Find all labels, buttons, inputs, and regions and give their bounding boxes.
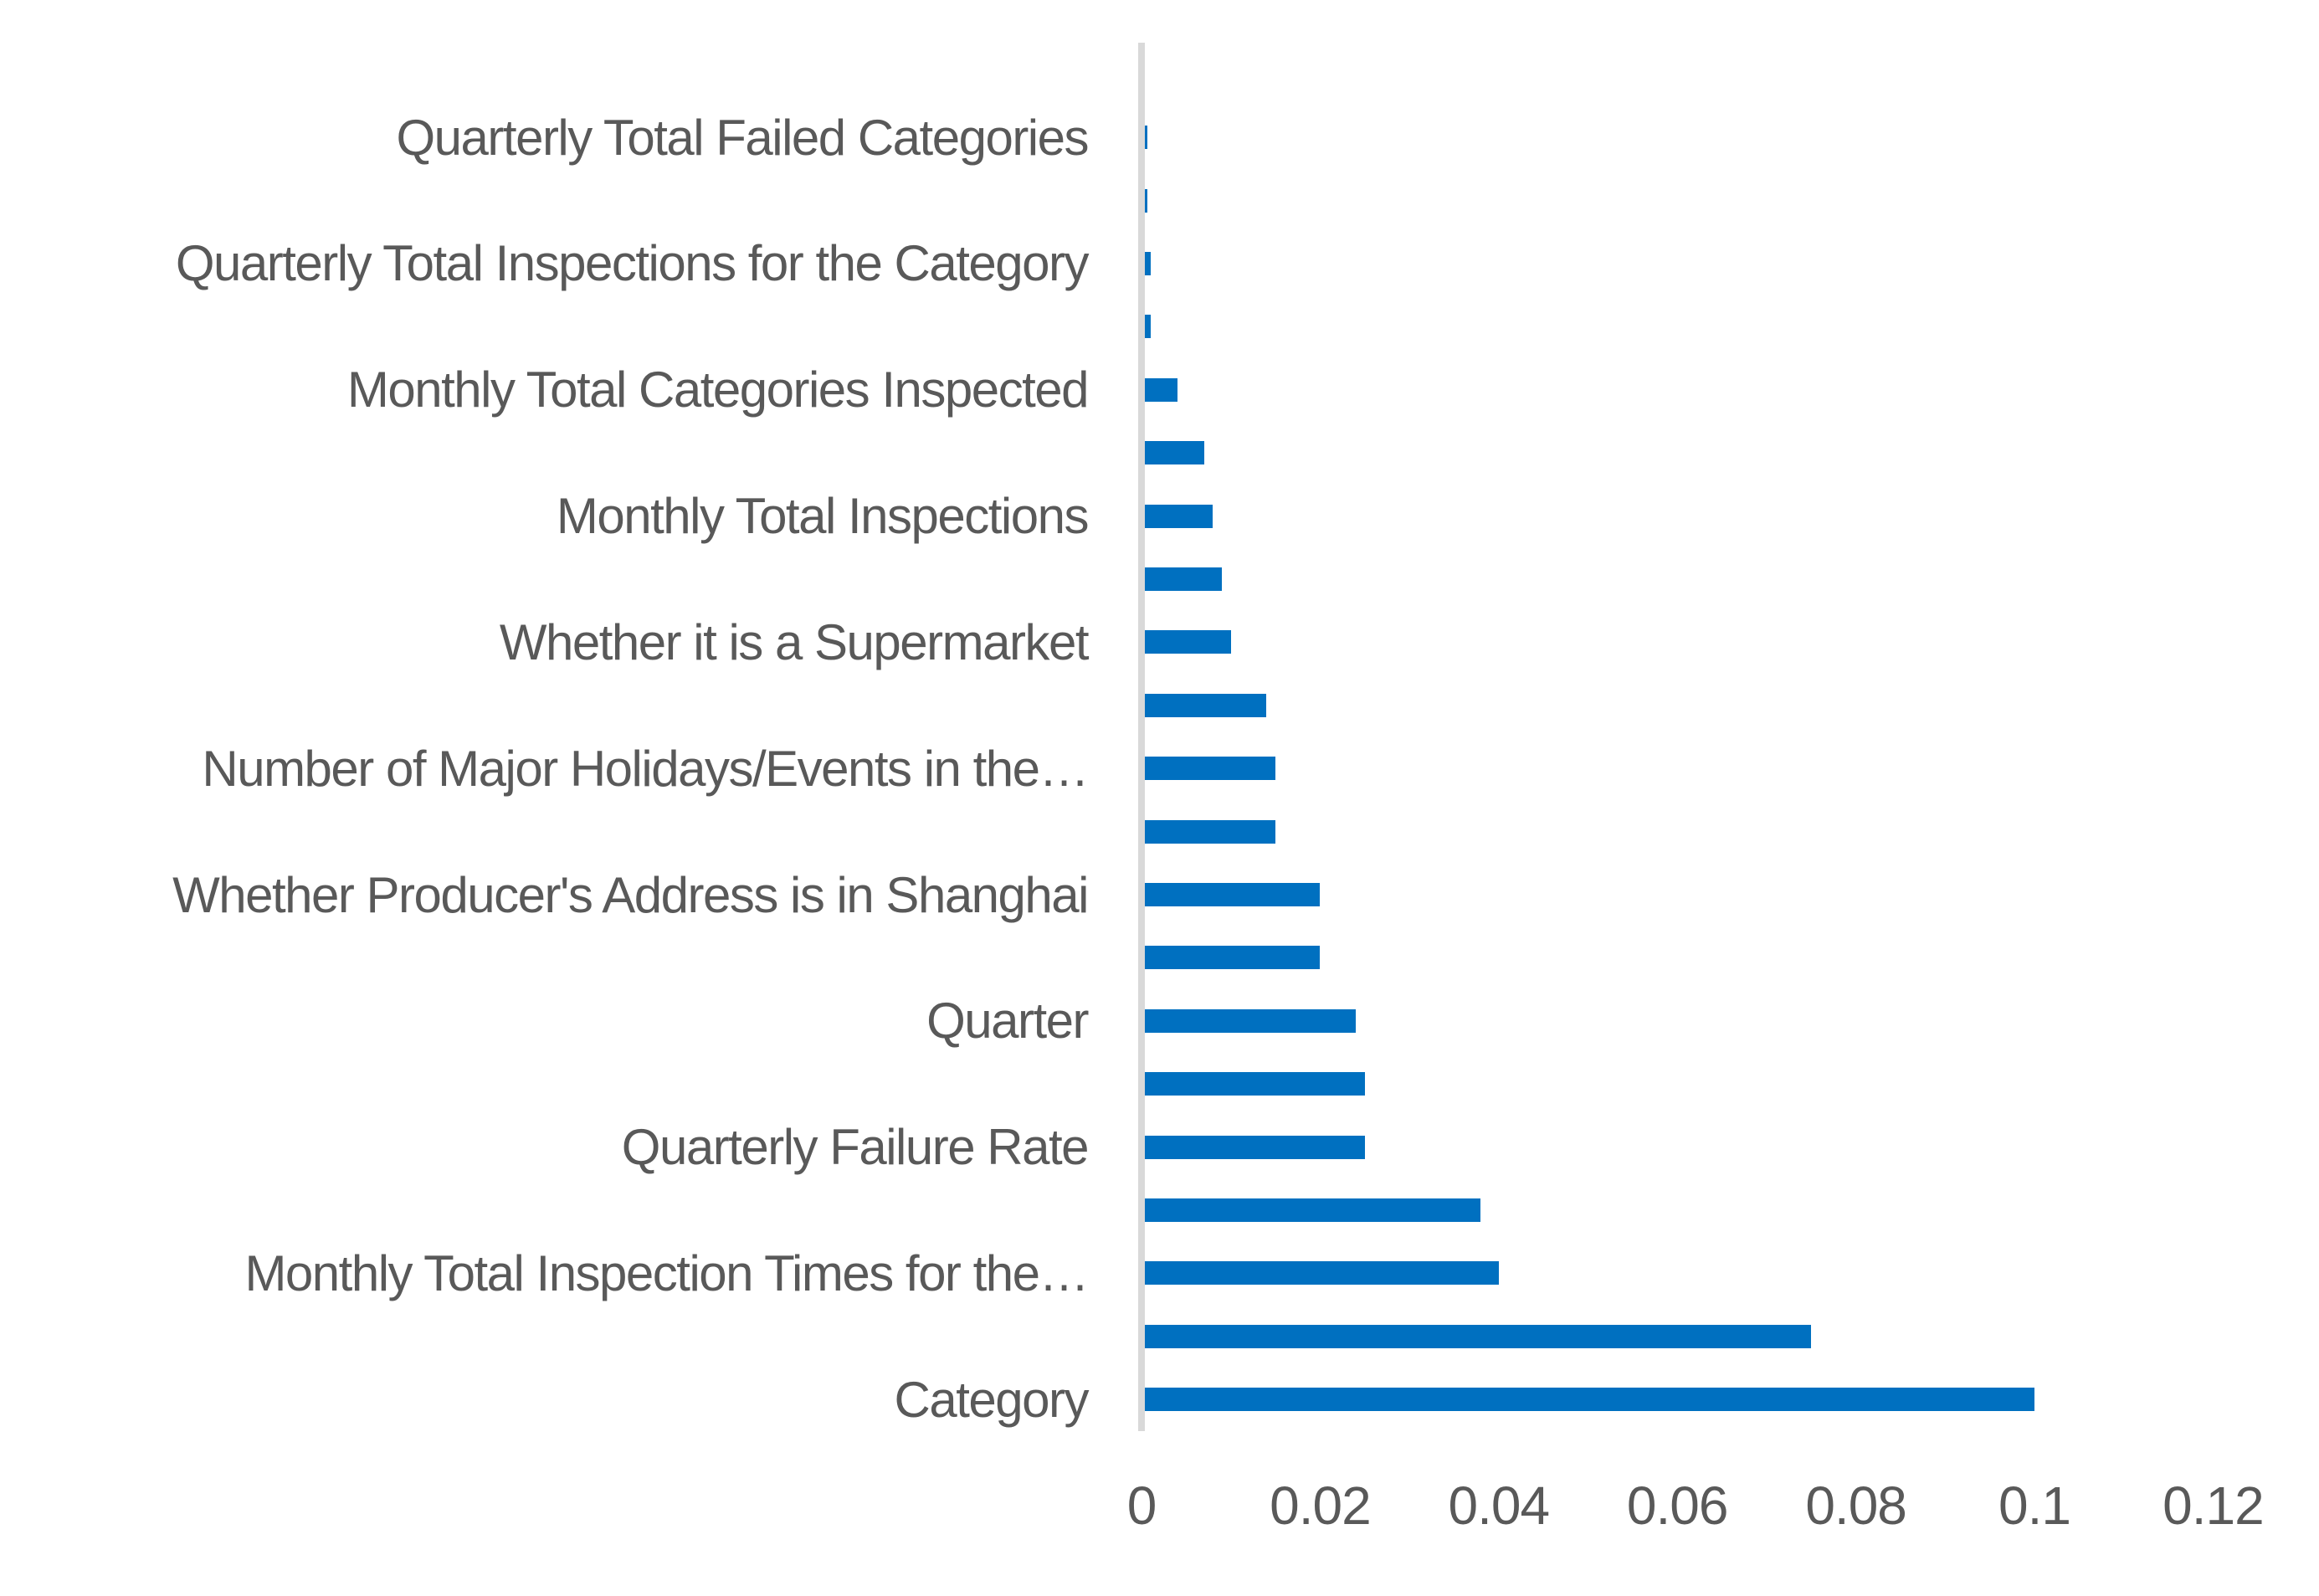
x-tick-label: 0.1 <box>1998 1475 2071 1536</box>
bar <box>1142 693 1267 717</box>
category-label: Quarterly Total Inspections for the Cate… <box>175 235 1090 292</box>
x-tick-label: 0 <box>1126 1475 1157 1536</box>
x-tick-label: 0.02 <box>1270 1475 1372 1536</box>
bar <box>1142 946 1321 970</box>
bar <box>1142 377 1177 402</box>
bar <box>1142 1072 1365 1096</box>
bar <box>1142 1388 2034 1412</box>
bar <box>1142 1198 1481 1223</box>
bar <box>1142 1324 1812 1348</box>
bar <box>1142 1008 1357 1033</box>
bar <box>1142 504 1213 528</box>
category-label: Monthly Total Inspection Times for the… <box>244 1244 1089 1301</box>
x-tick-label: 0.12 <box>2163 1475 2265 1536</box>
category-label: Category <box>894 1371 1090 1428</box>
category-label: Quarterly Failure Rate <box>621 1119 1090 1176</box>
bar <box>1142 630 1231 654</box>
bar <box>1142 1135 1365 1159</box>
category-label: Number of Major Holidays/Events in the… <box>202 740 1089 797</box>
bar <box>1142 883 1321 907</box>
x-tick-label: 0.08 <box>1805 1475 1907 1536</box>
category-label: Whether Producer's Address is in Shangha… <box>172 866 1089 923</box>
bar <box>1142 567 1223 591</box>
category-label: Monthly Total Categories Inspected <box>346 362 1090 418</box>
x-tick-label: 0.04 <box>1448 1475 1551 1536</box>
category-label: Quarter <box>926 993 1089 1049</box>
category-label: Monthly Total Inspections <box>556 488 1090 545</box>
bar <box>1142 315 1151 339</box>
bar <box>1142 441 1204 465</box>
bar <box>1142 757 1276 781</box>
category-label: Quarterly Total Failed Categories <box>396 109 1090 166</box>
x-tick-label: 0.06 <box>1626 1475 1729 1536</box>
bar <box>1142 1261 1499 1286</box>
bar <box>1142 819 1276 844</box>
y-axis-line <box>1138 43 1145 1431</box>
bar <box>1142 251 1151 275</box>
category-label: Whether it is a Supermarket <box>499 613 1090 670</box>
